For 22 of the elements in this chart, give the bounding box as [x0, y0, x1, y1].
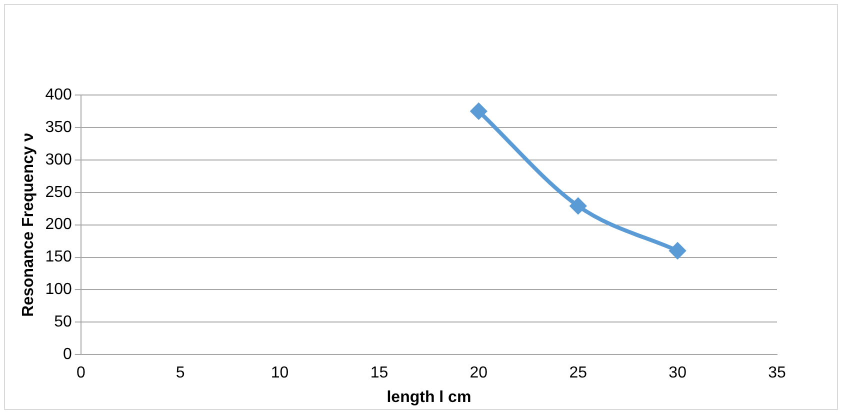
x-axis-title: length l cm	[386, 388, 472, 406]
x-tick-label: 25	[569, 364, 588, 382]
x-tick-label: 35	[768, 364, 786, 382]
x-tick-label: 10	[270, 364, 289, 382]
point	[670, 242, 686, 259]
y-tick-label: 200	[45, 216, 72, 234]
point	[570, 198, 586, 214]
x-tick-label: 30	[668, 364, 687, 382]
y-tick-label: 300	[45, 151, 72, 168]
y-tick-label: 250	[45, 184, 72, 201]
x-tick-label: 5	[176, 364, 185, 382]
y-tick-label: 50	[54, 314, 72, 331]
y-axis-title: Resonance Frequency ν	[20, 132, 38, 317]
y-tick-label: 150	[45, 248, 72, 266]
y-tick-label: 350	[45, 118, 72, 136]
x-tick-label: 20	[470, 364, 488, 382]
y-tick-label: 0	[62, 346, 72, 364]
x-tick-label: 0	[76, 364, 86, 382]
x-tick-label: 15	[370, 364, 388, 382]
point	[470, 103, 487, 120]
y-tick-label: 100	[45, 281, 72, 298]
y-tick-label: 400	[45, 86, 72, 104]
